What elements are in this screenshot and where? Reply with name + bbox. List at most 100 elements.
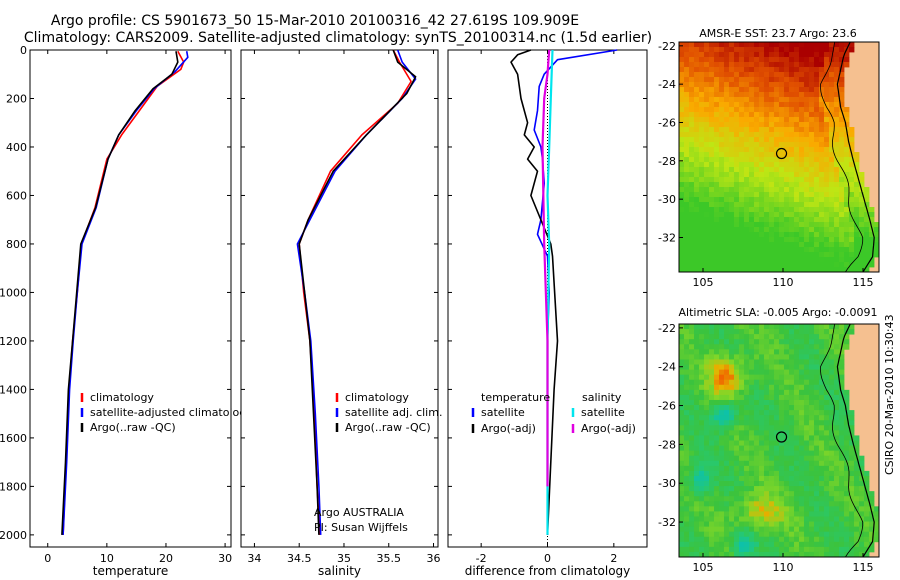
map-cell: [764, 440, 770, 446]
map-cell: [764, 157, 770, 163]
map-cell: [839, 460, 845, 467]
map-cell: [774, 212, 780, 218]
map-cell: [819, 127, 825, 133]
map-cell: [684, 147, 690, 153]
map-cell: [809, 92, 815, 98]
map-cell: [789, 399, 795, 406]
map-cell: [824, 399, 830, 406]
map-cell: [679, 521, 685, 528]
map-cell: [804, 197, 810, 203]
map-cell: [779, 207, 785, 213]
map-cell: [804, 491, 810, 497]
map-cell: [679, 460, 685, 467]
map-cell: [829, 122, 835, 128]
map-cell: [814, 192, 820, 198]
map-cell: [709, 475, 715, 482]
map-cell: [734, 349, 740, 355]
map-cell: [759, 112, 765, 118]
map-cell: [784, 147, 790, 153]
map-cell: [799, 415, 805, 421]
map-cell: [694, 450, 700, 457]
map-cell: [799, 72, 805, 78]
map-cell: [854, 192, 860, 198]
map-cell: [809, 394, 815, 401]
map-cell: [684, 87, 690, 93]
map-cell: [764, 52, 770, 58]
map-cell: [794, 67, 800, 73]
map-cell: [764, 364, 770, 370]
map-cell: [744, 242, 750, 248]
map-cell: [799, 541, 805, 548]
map-cell: [859, 551, 865, 557]
map-cell: [739, 475, 745, 482]
map-cell: [679, 107, 685, 113]
map-cell: [814, 217, 820, 223]
map-cell: [679, 551, 685, 557]
map-cell: [714, 450, 720, 457]
map-cell: [689, 97, 695, 103]
map-cell: [699, 207, 705, 213]
map-cell: [814, 82, 820, 88]
map-cell: [749, 237, 755, 243]
map-cell: [679, 152, 685, 158]
map-cell: [854, 227, 860, 233]
map-cell: [734, 546, 740, 553]
map-cell: [834, 491, 840, 497]
map-cell: [839, 379, 845, 386]
x-tick-label: 35: [337, 552, 351, 565]
map-cell: [824, 127, 830, 133]
map-cell: [834, 127, 840, 133]
map-cell: [859, 197, 865, 203]
y-tick-label: 0: [20, 44, 27, 57]
map-cell: [804, 82, 810, 88]
map-cell: [799, 496, 805, 502]
map-cell: [729, 486, 735, 492]
map-cell: [794, 227, 800, 233]
map-cell: [814, 440, 820, 446]
map-cell: [804, 481, 810, 487]
map-cell: [689, 207, 695, 213]
map-cell: [789, 435, 795, 441]
map-cell: [739, 450, 745, 457]
map-cell: [799, 349, 805, 355]
map-cell: [869, 217, 875, 223]
map-cell: [819, 237, 825, 243]
map-cell: [834, 551, 840, 557]
map-cell: [759, 420, 765, 426]
map-cell: [744, 425, 750, 431]
map-cell: [764, 369, 770, 376]
map-cell: [709, 47, 715, 53]
map-cell: [854, 546, 860, 553]
map-cell: [859, 207, 865, 213]
map-cell: [764, 541, 770, 548]
map-cell: [754, 526, 760, 533]
map-cell: [794, 521, 800, 528]
y-tick-label: -28: [658, 155, 676, 168]
map-cell: [764, 162, 770, 168]
map-cell: [824, 486, 830, 492]
map-cell: [689, 496, 695, 502]
map-cell: [814, 460, 820, 467]
map-cell: [789, 82, 795, 88]
map-cell: [714, 257, 720, 263]
map-cell: [764, 57, 770, 63]
map-cell: [784, 379, 790, 386]
map-cell: [779, 394, 785, 401]
map-cell: [819, 369, 825, 376]
map-cell: [734, 122, 740, 128]
map-cell: [684, 127, 690, 133]
map-cell: [714, 92, 720, 98]
map-cell: [744, 72, 750, 78]
map-cell: [694, 389, 700, 396]
map-cell: [824, 207, 830, 213]
map-cell: [684, 501, 690, 507]
map-cell: [814, 132, 820, 138]
map-cell: [774, 546, 780, 553]
map-cell: [709, 77, 715, 83]
map-cell: [804, 167, 810, 173]
map-cell: [754, 531, 760, 538]
map-cell: [754, 217, 760, 223]
map-cell: [729, 182, 735, 188]
map-cell: [679, 267, 685, 272]
map-cell: [764, 394, 770, 401]
